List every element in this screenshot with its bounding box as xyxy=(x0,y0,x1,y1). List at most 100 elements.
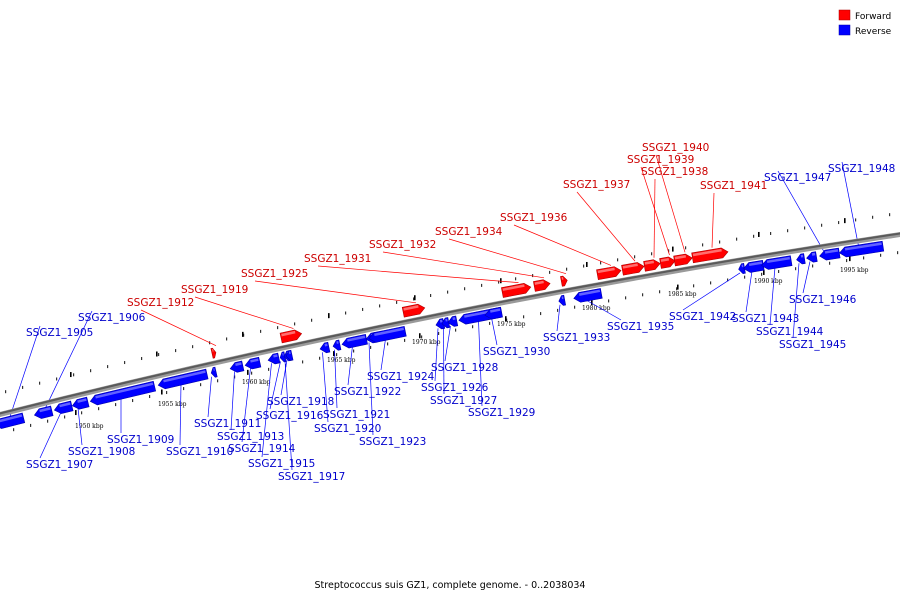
gene-feature-ssgz1_1919 xyxy=(279,329,303,344)
connector-ssgz1_1911 xyxy=(207,376,212,418)
tick-label-1975: 1975 kbp xyxy=(497,321,526,328)
connector-ssgz1_1920 xyxy=(322,352,329,423)
gene-label-ssgz1_1939: SSGZ1_1939 xyxy=(627,154,694,166)
scale-tick-lower xyxy=(642,293,644,297)
gene-label-ssgz1_1914: SSGZ1_1914 xyxy=(228,443,296,455)
scale-tick-lower xyxy=(47,419,49,423)
scale-tick-upper xyxy=(702,243,704,247)
scale-tick-lower xyxy=(438,332,440,336)
connector-ssgz1_1935 xyxy=(585,299,622,321)
scale-tick-lower xyxy=(659,290,661,294)
scale-tick-lower xyxy=(302,360,304,364)
scale-tick-lower xyxy=(608,299,610,303)
gene-feature-ssgz1_1936 xyxy=(596,266,622,281)
scale-tick-upper xyxy=(158,353,160,357)
gene-label-ssgz1_1946: SSGZ1_1946 xyxy=(789,294,857,306)
connector-ssgz1_1931 xyxy=(317,265,519,283)
gene-feature-ssgz1_1906 xyxy=(33,405,54,419)
scale-tick-upper xyxy=(22,385,24,389)
scale-tick-lower xyxy=(540,312,542,316)
scale-tick-upper xyxy=(447,290,449,294)
tick-label-1980: 1980 kbp xyxy=(582,305,611,312)
map-caption: Streptococcus suis GZ1, complete genome.… xyxy=(315,580,586,591)
gene-label-ssgz1_1937: SSGZ1_1937 xyxy=(563,179,630,191)
scale-tick-upper xyxy=(855,218,857,222)
gene-label-ssgz1_1908: SSGZ1_1908 xyxy=(68,446,135,458)
gene-feature-ssgz1_1907 xyxy=(53,400,74,414)
scale-tick-lower xyxy=(387,342,389,346)
scale-tick-lower xyxy=(404,338,406,342)
gene-label-ssgz1_1928: SSGZ1_1928 xyxy=(431,362,498,374)
scale-tick-major xyxy=(70,372,72,378)
connector-ssgz1_1922 xyxy=(347,345,353,386)
scale-tick-upper xyxy=(804,226,806,230)
gene-label-ssgz1_1909: SSGZ1_1909 xyxy=(107,434,174,446)
major-ticks xyxy=(70,218,851,416)
scale-tick-upper xyxy=(617,258,619,262)
scale-tick-lower xyxy=(98,407,100,411)
gene-label-ssgz1_1945: SSGZ1_1945 xyxy=(779,339,846,351)
gene-label-ssgz1_1932: SSGZ1_1932 xyxy=(369,239,436,251)
connector-ssgz1_1947 xyxy=(777,170,829,259)
gene-label-ssgz1_1917: SSGZ1_1917 xyxy=(278,471,345,483)
gene-feature-ssgz1_1908 xyxy=(71,396,90,410)
gene-label-ssgz1_1905: SSGZ1_1905 xyxy=(26,327,93,339)
scale-tick-upper xyxy=(124,361,126,365)
gene-feature-ssgz1_1943 xyxy=(743,259,765,273)
scale-tick-upper xyxy=(651,252,653,256)
scale-tick-major xyxy=(844,218,846,224)
gene-feature-ssgz1_1909 xyxy=(89,380,157,406)
connector-ssgz1_1910 xyxy=(179,383,182,446)
gene-label-ssgz1_1948: SSGZ1_1948 xyxy=(828,163,895,175)
gene-label-ssgz1_1925: SSGZ1_1925 xyxy=(241,268,308,280)
connector-ssgz1_1948 xyxy=(841,161,861,254)
scale-tick-lower xyxy=(455,328,457,332)
gene-feature-ssgz1_1942 xyxy=(738,263,746,274)
scale-tick-major xyxy=(242,331,244,337)
connector-ssgz1_1937 xyxy=(576,191,636,262)
scale-tick-lower xyxy=(251,371,253,375)
scale-tick-upper xyxy=(56,377,58,381)
connector-ssgz1_1923 xyxy=(368,342,374,436)
connector-ssgz1_1915 xyxy=(261,363,272,458)
scale-tick-lower xyxy=(166,391,168,395)
tick-label-1965: 1965 kbp xyxy=(327,357,356,364)
gene-label-ssgz1_1913: SSGZ1_1913 xyxy=(217,431,284,443)
scale-tick-upper xyxy=(872,215,874,219)
legend: Forward Reverse xyxy=(838,9,892,37)
scale-tick-upper xyxy=(600,261,602,265)
scale-tick-upper xyxy=(736,237,738,241)
scale-tick-upper xyxy=(294,322,296,326)
scale-tick-major xyxy=(849,256,851,262)
connector-ssgz1_1943 xyxy=(745,270,753,313)
scale-tick-upper xyxy=(192,345,194,349)
scale-tick-upper xyxy=(175,349,177,353)
connector-ssgz1_1921 xyxy=(334,349,338,409)
connector-ssgz1_1918 xyxy=(280,359,288,396)
connector-ssgz1_1946 xyxy=(802,261,811,294)
gene-feature-ssgz1_1931 xyxy=(501,283,532,298)
gene-label-ssgz1_1924: SSGZ1_1924 xyxy=(367,371,435,383)
scale-tick-lower xyxy=(727,278,729,282)
connector-ssgz1_1939 xyxy=(640,166,670,256)
scale-tick-upper xyxy=(396,300,398,304)
connector-ssgz1_1942 xyxy=(682,272,741,311)
connector-ssgz1_1925 xyxy=(254,280,417,304)
connector-ssgz1_1929 xyxy=(478,320,483,407)
connector-ssgz1_1933 xyxy=(556,304,561,332)
scale-tick-upper xyxy=(770,231,772,235)
scale-tick-major xyxy=(156,351,158,357)
scale-tick-upper xyxy=(583,264,585,268)
scale-tick-major xyxy=(328,313,330,319)
scale-tick-lower xyxy=(115,403,117,407)
scale-tick-major xyxy=(414,295,416,301)
gene-feature-ssgz1_1947 xyxy=(819,247,841,261)
connector-ssgz1_1914 xyxy=(241,367,251,443)
scale-tick-lower xyxy=(268,367,270,371)
scale-tick-lower xyxy=(149,395,151,399)
connector-ssgz1_1912 xyxy=(140,309,217,347)
scale-tick-major xyxy=(500,278,502,284)
scale-tick-major xyxy=(505,316,507,322)
scale-tick-lower xyxy=(863,256,865,260)
connector-ssgz1_1913 xyxy=(230,371,235,431)
